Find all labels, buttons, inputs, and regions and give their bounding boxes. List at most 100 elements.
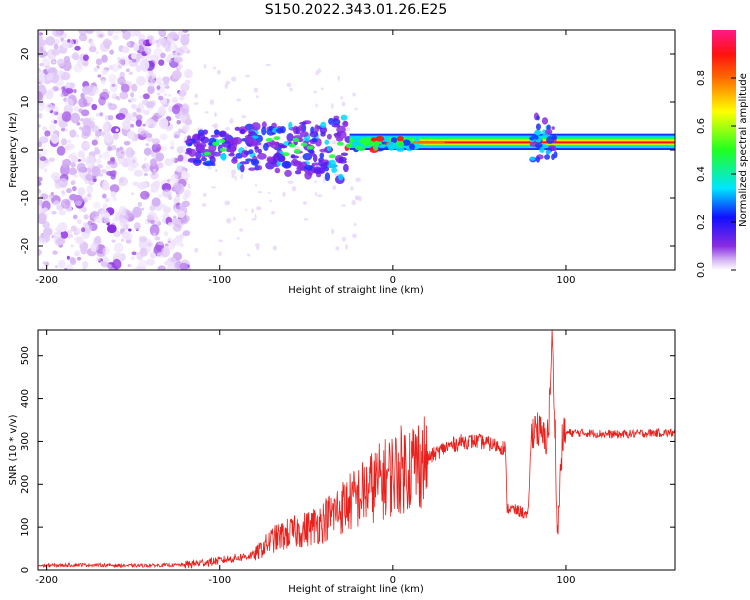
spectrogram-cell	[42, 207, 48, 213]
spectrogram-cell	[354, 107, 358, 111]
spectrogram-cell	[74, 252, 80, 257]
spectrogram-cell	[181, 200, 190, 208]
spectrogram-cell	[257, 148, 262, 154]
spectrogram-cell	[85, 30, 94, 34]
spectrogram-cell	[159, 133, 168, 141]
spectrogram-cell	[254, 184, 258, 187]
spectrogram-cell	[338, 173, 344, 181]
spectrogram-cell	[144, 47, 152, 55]
spectrogram-cell	[214, 168, 218, 173]
spectrogram-cell	[48, 124, 57, 133]
spectrogram-cell	[142, 123, 146, 127]
spectrogram-cell	[103, 256, 109, 262]
spectrogram-cell	[102, 203, 108, 210]
spectrogram-cell	[60, 163, 70, 177]
spectrogram-cell	[61, 190, 65, 194]
spectrogram-cell	[251, 218, 256, 221]
spectrogram-cell	[331, 228, 335, 235]
spectrogram-cell	[167, 240, 171, 244]
spectrogram-cell	[161, 189, 172, 198]
spectrogram-cell	[271, 122, 277, 129]
spectrogram-cell	[315, 191, 318, 197]
spectrogram-cell	[157, 162, 164, 169]
spectrogram-cell	[274, 167, 281, 174]
snr-frame	[37, 329, 676, 571]
spectrogram-cell	[282, 191, 286, 198]
spectrogram-cell	[113, 242, 124, 254]
spectrogram-cell	[248, 149, 254, 154]
spectrogram-cell	[135, 119, 142, 127]
spectrogram-cell	[110, 191, 117, 198]
spectrogram-cell	[536, 115, 540, 121]
spectrogram-cell	[218, 130, 227, 138]
spectrogram-cell	[245, 158, 253, 162]
spectrogram-cell	[39, 62, 44, 67]
spectrogram-cell	[53, 120, 58, 124]
spectrogram-cell	[56, 146, 66, 156]
spectrogram-cell	[324, 172, 331, 182]
spectrogram-cell	[182, 170, 187, 174]
spectrogram-cell	[149, 252, 156, 259]
spectrogram-cell	[326, 145, 332, 151]
spectrogram-cell	[39, 266, 48, 270]
spectrogram-cell	[102, 246, 110, 255]
spectrogram-cell	[163, 230, 169, 237]
spectrogram-cell	[171, 104, 181, 115]
spectrogram-cell	[319, 148, 330, 153]
spectrogram-cell	[97, 74, 102, 78]
spectrogram-cell	[139, 59, 150, 71]
y-tick-label: 0	[20, 147, 31, 153]
spectrogram-cell	[38, 181, 42, 187]
spectrogram-cell	[145, 143, 149, 147]
spectrogram-cell	[69, 257, 77, 266]
spectrogram-cell	[344, 244, 349, 250]
spectrogram-cell	[354, 145, 363, 151]
spectrogram-cell	[91, 139, 98, 146]
spectrogram-cell	[121, 30, 127, 33]
spectrogram-cell	[132, 97, 137, 102]
spectrogram-cell	[548, 145, 556, 149]
spectrogram-cell	[67, 39, 71, 43]
spectrogram-cell	[544, 128, 553, 135]
spectrogram-cell	[168, 31, 178, 40]
y-tick-label: 300	[20, 432, 31, 451]
y-tick-label: 500	[20, 346, 31, 365]
spectrogram-cell	[320, 87, 324, 90]
spectrogram-cell	[120, 238, 125, 242]
spectrogram-cell	[234, 175, 237, 181]
spectrogram-cell	[544, 154, 551, 160]
spectrogram-cell	[73, 88, 77, 94]
spectrogram-cell	[375, 135, 385, 142]
x-tick-label: 0	[390, 575, 396, 586]
spectrogram-cell	[147, 85, 155, 95]
spectrogram-cell	[343, 120, 348, 126]
spectrogram-cell	[338, 159, 347, 164]
spectrogram-cell	[164, 243, 169, 247]
spectrogram-cell	[218, 251, 222, 257]
spectrogram-cell	[97, 164, 103, 169]
spectrogram-cell	[337, 130, 347, 139]
spectrogram-cell	[57, 259, 66, 269]
spectrogram-cell	[151, 143, 162, 153]
spectrogram-cell	[535, 156, 540, 163]
spectrogram-cell	[81, 125, 92, 137]
spectrogram-cell	[151, 138, 161, 145]
spectrogram-cell	[218, 239, 224, 243]
spectrogram-cell	[184, 68, 193, 79]
spectrogram-cell	[175, 205, 180, 210]
spectrogram-cell	[82, 142, 90, 149]
spectrogram-cell	[355, 177, 361, 183]
spectrogram-cell	[343, 163, 349, 173]
spectrogram-cell	[70, 244, 74, 248]
spectrogram-cell	[229, 118, 234, 124]
spectrogram-cell	[541, 117, 549, 125]
spectrogram-cell	[76, 256, 82, 261]
spectrogram-cell	[256, 245, 260, 250]
spectrogram-cell	[358, 196, 362, 202]
spectrogram-cell	[167, 93, 172, 97]
spectrogram-cell	[93, 148, 101, 155]
spectrogram-cell	[207, 166, 212, 170]
spectrogram-cell	[177, 31, 184, 37]
spectrogram-cell	[65, 82, 71, 88]
spectrogram-cell	[86, 185, 94, 194]
